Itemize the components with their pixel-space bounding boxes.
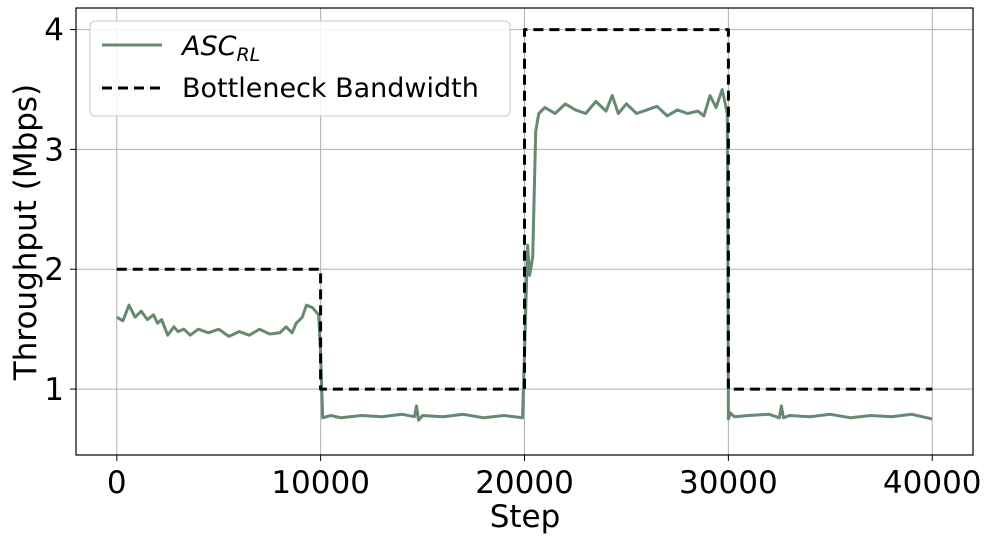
x-tick-label: 20000 [475, 465, 574, 501]
legend-box [89, 20, 511, 117]
series-line-asc-rl [116, 88, 933, 422]
x-tick-label: 10000 [271, 465, 370, 501]
series-layer [116, 28, 933, 422]
series-line-bottleneck-bandwidth [116, 28, 933, 391]
x-tick-label: 40000 [883, 465, 982, 501]
y-tick-label: 2 [44, 252, 64, 288]
x-tick-label: 0 [107, 465, 127, 501]
legend-label-asc-rl: ASCRL [180, 31, 260, 66]
y-tick-label: 1 [44, 372, 64, 408]
y-tick-label: 4 [44, 13, 64, 49]
legend-label-bottleneck: Bottleneck Bandwidth [182, 73, 479, 104]
axis-ticks: 0 10000 20000 30000 40000 1 2 3 4 [44, 13, 981, 501]
y-axis-label: Throughput (Mbps) [8, 84, 44, 381]
legend: ASCRL Bottleneck Bandwidth [89, 20, 511, 117]
y-tick-label: 3 [44, 132, 64, 168]
legend-label-asc-rl-subscript: RL [236, 44, 260, 66]
x-tick-label: 30000 [679, 465, 778, 501]
x-axis-label: Step [490, 499, 561, 535]
legend-label-asc-rl-main: ASC [180, 31, 237, 62]
